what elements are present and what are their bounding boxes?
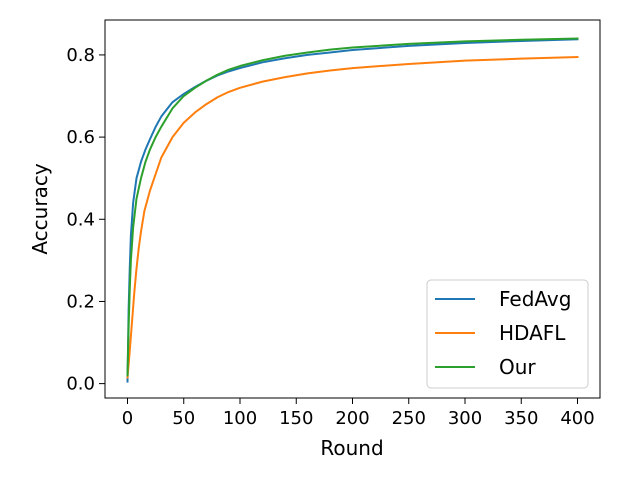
x-tick-label: 200 (335, 408, 369, 429)
legend-label-hdafl: HDAFL (499, 321, 566, 345)
x-tick-label: 150 (279, 408, 313, 429)
y-tick-label: 0.6 (66, 127, 95, 148)
x-tick-label: 250 (392, 408, 426, 429)
x-tick-label: 350 (504, 408, 538, 429)
y-tick-label: 0.2 (66, 291, 95, 312)
x-tick-label: 300 (448, 408, 482, 429)
series-line-hdafl (126, 55, 579, 379)
x-tick-label: 100 (223, 408, 257, 429)
axis-ticks: 0 50 100 150 200 250 300 350 400 0.0 0.2 0.4 0.6 0.8 (66, 45, 594, 429)
x-tick-label: 50 (172, 408, 195, 429)
series-line-our (126, 37, 579, 377)
y-tick-label: 0.4 (66, 209, 95, 230)
legend-label-fedavg: FedAvg (499, 287, 571, 311)
y-tick-label: 0.0 (66, 374, 95, 395)
y-tick-label: 0.8 (66, 45, 95, 66)
x-tick-label: 0 (122, 408, 133, 429)
legend-label-our: Our (499, 355, 536, 379)
plot-area (126, 37, 579, 383)
x-tick-label: 400 (560, 408, 594, 429)
legend: FedAvg HDAFL Our (426, 279, 589, 389)
x-axis-title: Round (320, 436, 383, 460)
legend-box (426, 279, 589, 389)
y-axis-title: Accuracy (28, 163, 52, 254)
